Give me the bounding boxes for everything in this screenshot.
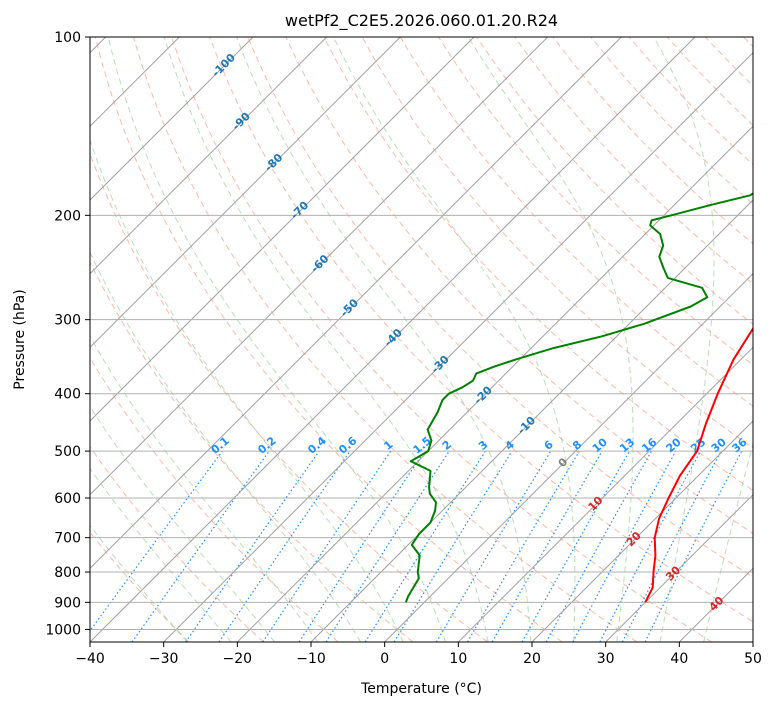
y-tick-label: 600 [54, 491, 81, 507]
mixing-ratio-line [185, 450, 320, 642]
chart-title: wetPf2_C2E5.2026.060.01.20.R24 [285, 11, 558, 31]
isotherm [384, 272, 753, 642]
moist-adiabat [332, 37, 576, 642]
x-axis-ticks: −40 −30 −20 −10 0 10 20 30 40 50 [75, 642, 762, 667]
y-tick-label: 200 [54, 208, 81, 224]
dry-adiabat [90, 356, 339, 642]
y-tick-label: 1000 [45, 622, 81, 638]
y-axis-ticks: 100 200 300 400 500 600 700 800 900 1000 [45, 30, 90, 638]
dry-adiabat [323, 37, 753, 491]
dry-adiabat [90, 446, 264, 642]
moist-adiabat [163, 37, 489, 642]
mixing-ratio-line [218, 450, 351, 642]
mixing-ratio-line [521, 450, 631, 642]
x-tick-label: 30 [597, 651, 615, 667]
x-tick-label: −20 [223, 651, 253, 667]
isotherm [531, 420, 753, 642]
moist-adiabat [90, 405, 276, 642]
x-tick-label: 0 [380, 651, 389, 667]
profile-series [404, 192, 753, 603]
mixing-ratio-line [131, 450, 270, 642]
moist-adiabat [90, 335, 319, 642]
y-tick-label: 300 [54, 313, 81, 329]
moist-adiabat [90, 524, 188, 642]
isotherm [90, 37, 475, 422]
mixing-ratio-line [298, 450, 425, 642]
isotherm [90, 37, 328, 275]
moist-adiabat [653, 37, 715, 642]
moist-adiabat [107, 37, 447, 642]
mixing-ratio-line [572, 450, 677, 642]
isotherm [605, 493, 753, 642]
dry-adiabat [209, 37, 753, 623]
x-tick-label: 20 [523, 651, 541, 667]
x-tick-label: 10 [449, 651, 467, 667]
dry-adiabat [171, 37, 712, 642]
background-lines [90, 37, 753, 642]
mixing-ratio-line [90, 450, 223, 632]
dry-adiabat [94, 37, 563, 642]
dry-adiabat [476, 37, 753, 325]
dry-adiabat [90, 260, 414, 642]
isotherm [90, 37, 622, 570]
isotherm [457, 346, 753, 642]
x-axis-title: Temperature (°C) [360, 681, 482, 697]
isotherm [90, 37, 401, 349]
y-tick-label: 400 [54, 387, 81, 403]
y-tick-label: 800 [54, 565, 81, 581]
dewpoint-line [404, 192, 753, 603]
y-axis-title: Pressure (hPa) [12, 289, 28, 389]
plot-frame [89, 36, 754, 643]
temperature-line [644, 326, 753, 603]
isotherm [90, 37, 254, 201]
mixing-ratio-line [262, 450, 392, 642]
isotherm [163, 51, 753, 642]
moist-adiabat [703, 441, 753, 642]
dry-adiabat [247, 37, 753, 578]
moist-adiabat [90, 138, 404, 642]
y-tick-label: 900 [54, 595, 81, 611]
pressure-grid [90, 37, 753, 630]
mixing-ratio-line [393, 450, 513, 642]
y-tick-label: 500 [54, 444, 81, 460]
moist-adiabat [90, 467, 232, 642]
isotherm [90, 37, 696, 642]
dry-adiabat [514, 37, 753, 285]
y-tick-label: 100 [54, 30, 81, 46]
x-tick-label: 50 [744, 651, 762, 667]
mixing-ratio-line [325, 450, 450, 642]
x-tick-label: −40 [75, 651, 105, 667]
x-tick-label: −30 [149, 651, 179, 667]
mixing-ratio-line [545, 450, 653, 642]
isotherm [310, 199, 753, 642]
mixing-ratio-line [644, 450, 743, 642]
x-tick-label: −10 [296, 651, 326, 667]
x-tick-label: 40 [670, 651, 688, 667]
isotherm [90, 37, 549, 496]
y-tick-label: 700 [54, 531, 81, 547]
isotherm [236, 125, 753, 642]
dry-adiabat [285, 37, 753, 535]
